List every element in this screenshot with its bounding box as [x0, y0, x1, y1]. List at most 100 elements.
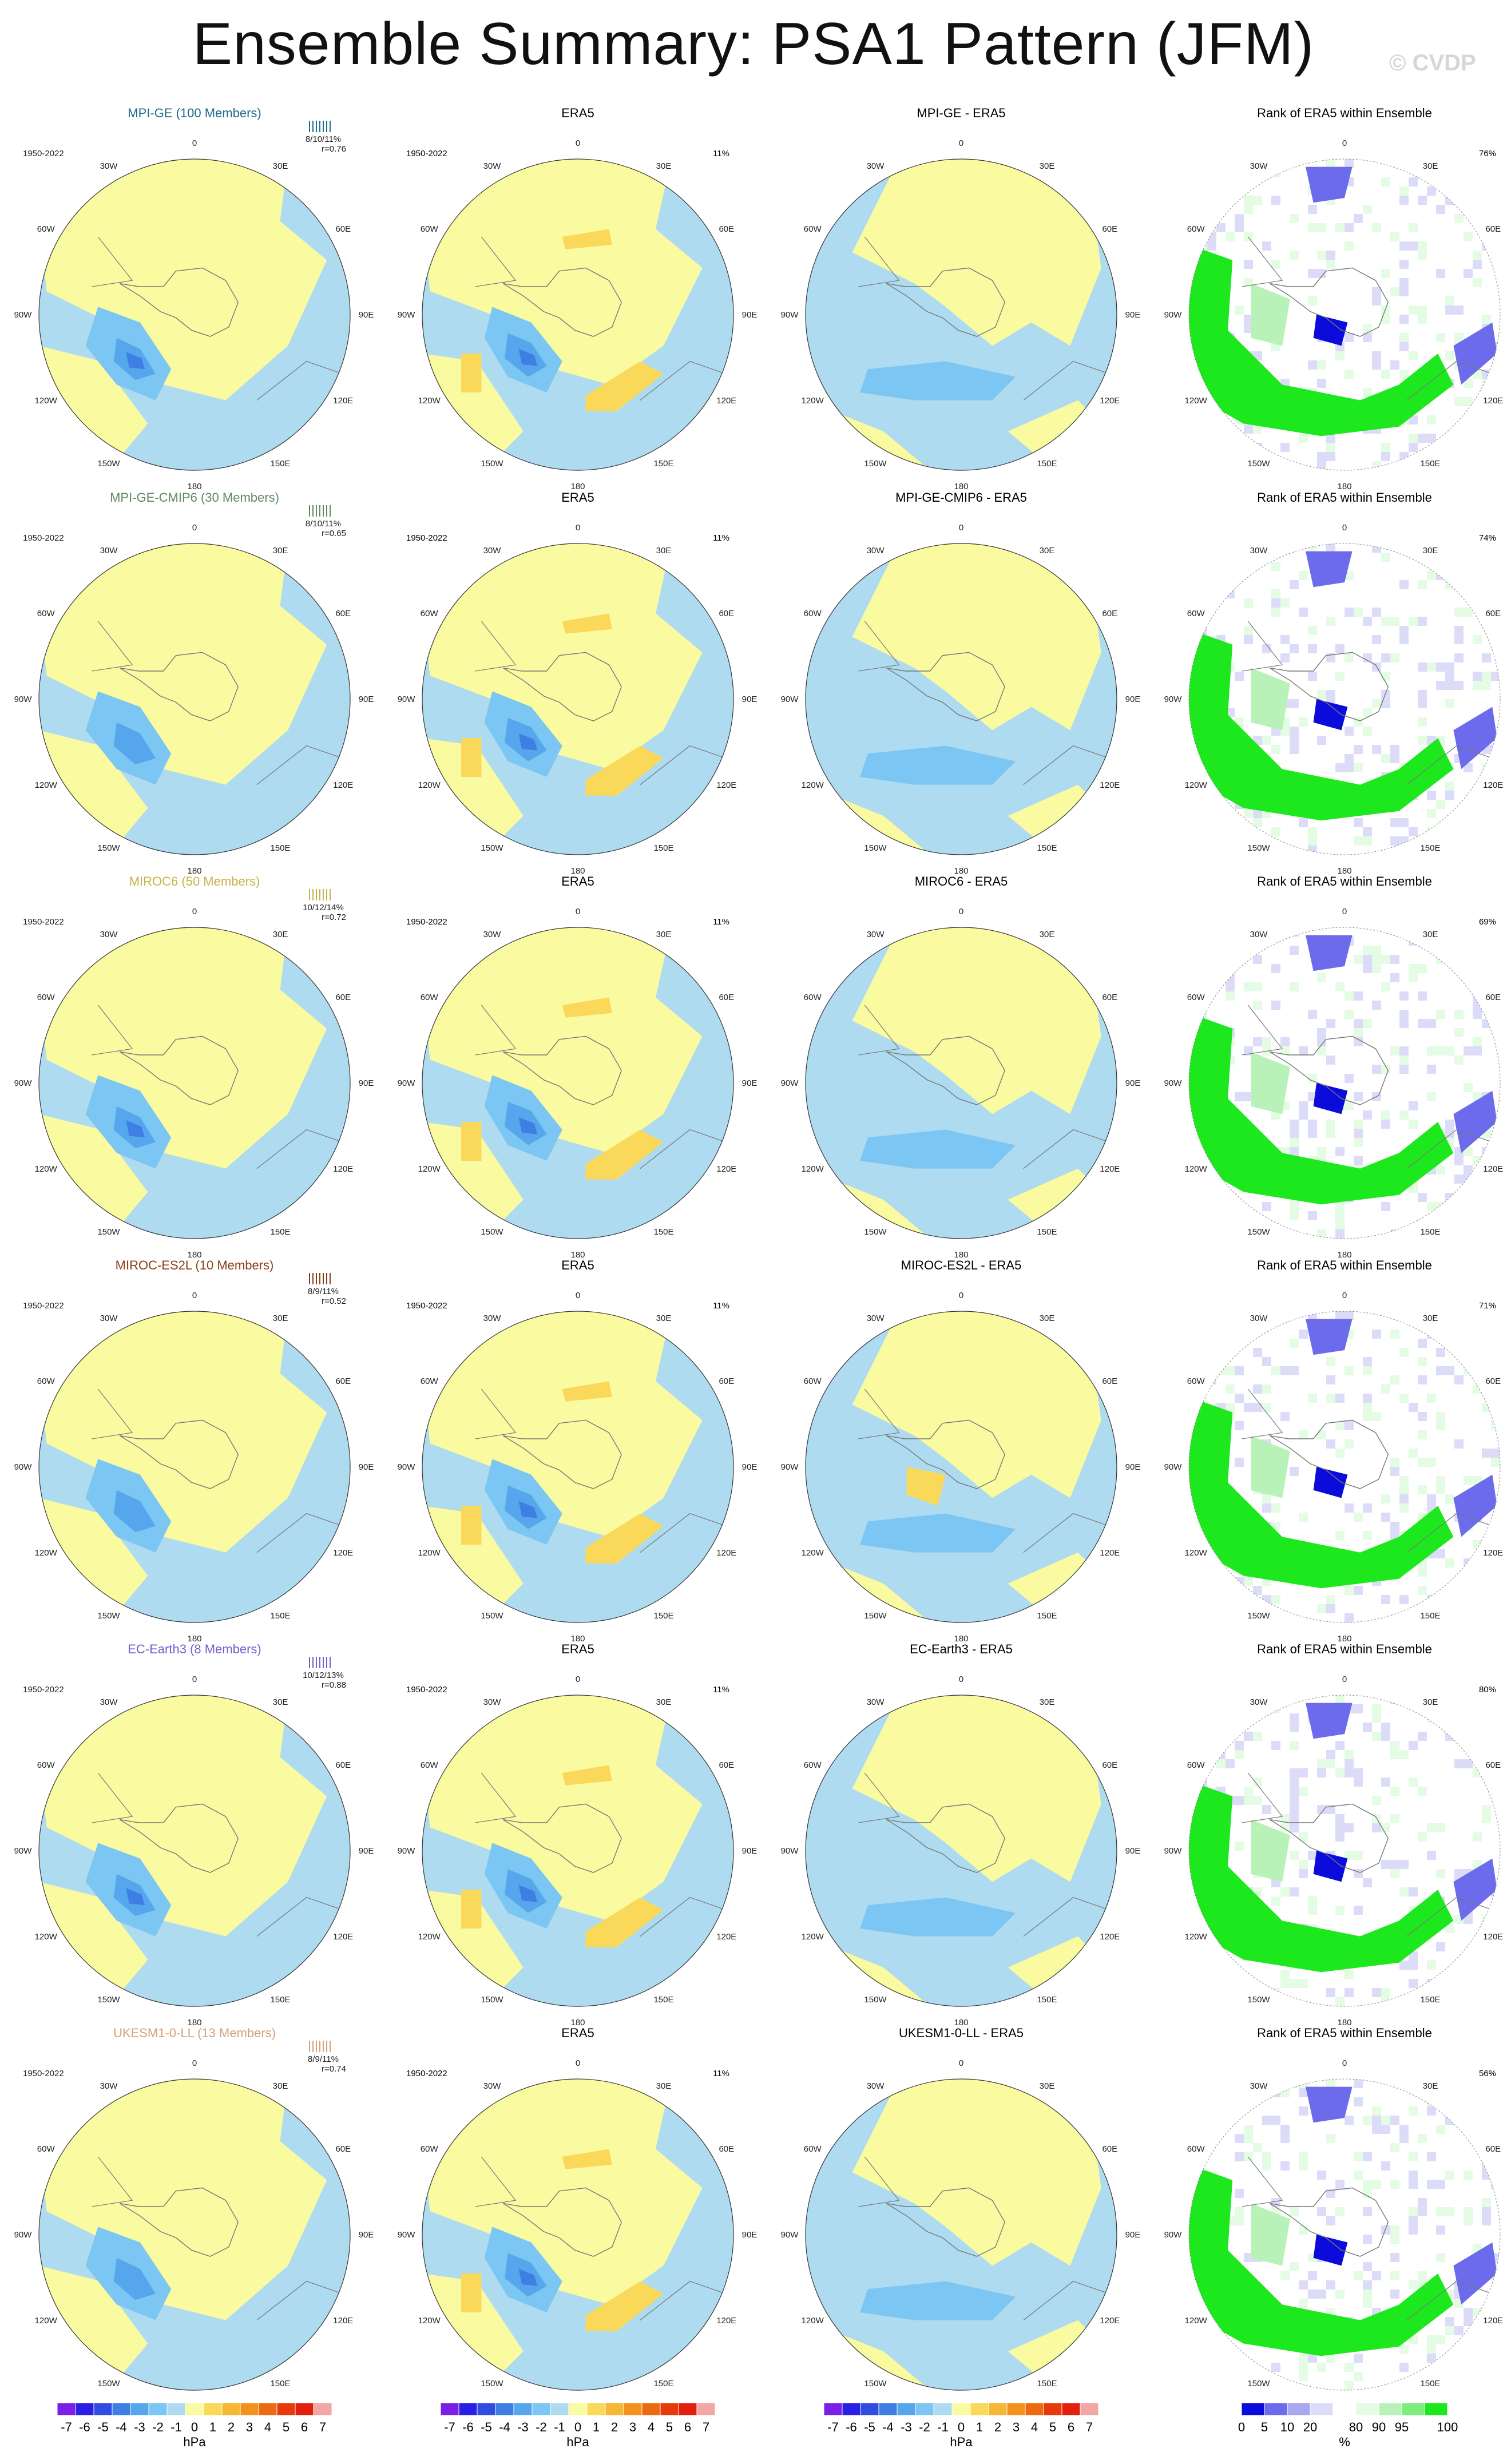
lon-label: 60E [335, 609, 351, 618]
panel-title: ERA5 [561, 490, 594, 505]
colorbar-rank: 0 5 10 20 80 90 95 100% [1238, 2402, 1458, 2449]
lon-label: 60E [1102, 1376, 1117, 1386]
map-outline [422, 1695, 734, 2007]
lon-label: 30E [1040, 546, 1055, 556]
lon-label: 120E [1100, 780, 1120, 790]
pattern-correlation: r=0.65 [322, 529, 346, 538]
lon-label: 90W [14, 2230, 33, 2240]
lon-label: 60E [1485, 993, 1501, 1002]
lon-label: 60W [804, 993, 822, 1002]
lon-label: 150E [1037, 2379, 1057, 2388]
lon-label: 30E [656, 930, 672, 939]
lon-label: 0 [192, 1675, 197, 1684]
colorbar-cell [440, 2402, 459, 2416]
lon-label: 60W [421, 224, 439, 234]
colorbar-cell [623, 2402, 643, 2416]
lon-label: 90W [1164, 310, 1183, 320]
lon-label: 120W [35, 396, 58, 406]
colorbar-cell [1310, 2402, 1334, 2416]
rank-panel: Rank of ERA5 within Ensemble 74% 0 30E 60E 90… [1164, 490, 1504, 876]
lon-label: 150W [97, 1995, 120, 2005]
colorbar-cell [1264, 2402, 1288, 2416]
lon-label: 30W [867, 1697, 885, 1707]
page-title: Ensemble Summary: PSA1 Pattern (JFM) [192, 11, 1315, 77]
ensemble-spread-tick [323, 505, 324, 517]
lon-label: 120E [1483, 396, 1503, 406]
lon-label: 30E [1040, 161, 1055, 171]
model-panel: MIROC-ES2L (10 Members) 1950-2022 8/9/11%r… [14, 1258, 374, 1644]
lon-label: 90W [1164, 1462, 1183, 1472]
ensemble-spread-tick [309, 2041, 310, 2052]
map-outline [422, 1311, 734, 1623]
ensemble-spread-tick [312, 505, 314, 517]
colorbar-cell [1287, 2402, 1311, 2416]
lon-label: 0 [192, 523, 197, 533]
lon-label: 30E [1423, 1697, 1438, 1707]
colorbar-tick-label: 4 [1031, 2420, 1038, 2434]
lon-label: 90E [742, 1078, 758, 1088]
lon-label: 180 [187, 1250, 201, 1260]
lon-label: 150W [1247, 1227, 1270, 1237]
ensemble-spread-tick [312, 2041, 314, 2052]
lon-label: 120W [802, 1164, 824, 1174]
lon-label: 150E [1037, 1995, 1057, 2005]
colorbar-tick-label: 2 [994, 2420, 1001, 2434]
lon-label: 150E [1037, 1227, 1057, 1237]
colorbar-cell [897, 2402, 916, 2416]
lon-label: 30W [100, 546, 118, 556]
map-outline [38, 1695, 351, 2007]
map-outline [805, 927, 1117, 1239]
lon-label: 90E [359, 2230, 374, 2240]
lon-label: 30E [656, 546, 672, 556]
lon-label: 30E [656, 1697, 672, 1707]
lon-label: 60E [1485, 1760, 1501, 1770]
colorbar-tick-label: -2 [152, 2420, 164, 2434]
lon-label: 30W [100, 1697, 118, 1707]
ensemble-spread-tick [330, 1273, 331, 1284]
lon-label: 90W [398, 1078, 416, 1088]
colorbar-tick-label: 7 [703, 2420, 709, 2434]
lon-label: 90E [1125, 695, 1141, 704]
lon-label: 150E [653, 1227, 673, 1237]
map-outline [805, 543, 1117, 855]
colorbar-tick-label: -6 [846, 2420, 857, 2434]
lon-label: 150W [481, 1611, 503, 1621]
panel-title: Rank of ERA5 within Ensemble [1257, 1642, 1432, 1656]
lon-label: 120E [333, 1164, 353, 1174]
lon-label: 180 [570, 2018, 585, 2027]
panel-title: ERA5 [561, 1258, 594, 1272]
lon-label: 120W [418, 2316, 441, 2326]
lon-label: 90W [14, 1462, 33, 1472]
lon-label: 120W [802, 396, 824, 406]
obs-panel: ERA5 1950-2022 11% 0 30E 60E 90E 120E 150E 180 150… [398, 106, 758, 491]
lon-label: 150E [1037, 459, 1057, 469]
colorbar-unit: hPa [183, 2435, 206, 2449]
lon-label: 30E [1423, 2081, 1438, 2091]
map-outline [38, 2078, 351, 2391]
lon-label: 90E [1125, 1078, 1141, 1088]
colorbar-cell [1043, 2402, 1062, 2416]
lon-label: 150E [1420, 459, 1440, 469]
lon-label: 180 [187, 482, 201, 491]
colorbar-tick-label: -7 [827, 2420, 839, 2434]
lon-label: 150W [864, 1227, 887, 1237]
lon-label: 0 [576, 138, 580, 148]
colorbar-tick-label: -5 [97, 2420, 109, 2434]
lon-label: 150E [270, 1227, 290, 1237]
obs-panel: ERA5 1950-2022 11% 0 30E 60E 90E 120E 150E 180 150… [398, 1258, 758, 1644]
spread-stats: 8/10/11% [306, 519, 341, 529]
period-label: 1950-2022 [406, 1301, 447, 1311]
ensemble-spread-tick [330, 121, 331, 132]
lon-label: 120W [802, 1932, 824, 1942]
colorbar-tick-label: 0 [191, 2420, 198, 2434]
panel-title: ERA5 [561, 2026, 594, 2040]
ensemble-spread-tick [319, 889, 320, 900]
colorbar-tick-label: 6 [301, 2420, 308, 2434]
lon-label: 180 [187, 2018, 201, 2027]
colorbar-cell [130, 2402, 149, 2416]
map-outline [1188, 2078, 1501, 2391]
pattern-correlation: r=0.72 [322, 912, 346, 922]
colorbar-tick-label: -1 [170, 2420, 182, 2434]
lon-label: 120W [1185, 1932, 1208, 1942]
